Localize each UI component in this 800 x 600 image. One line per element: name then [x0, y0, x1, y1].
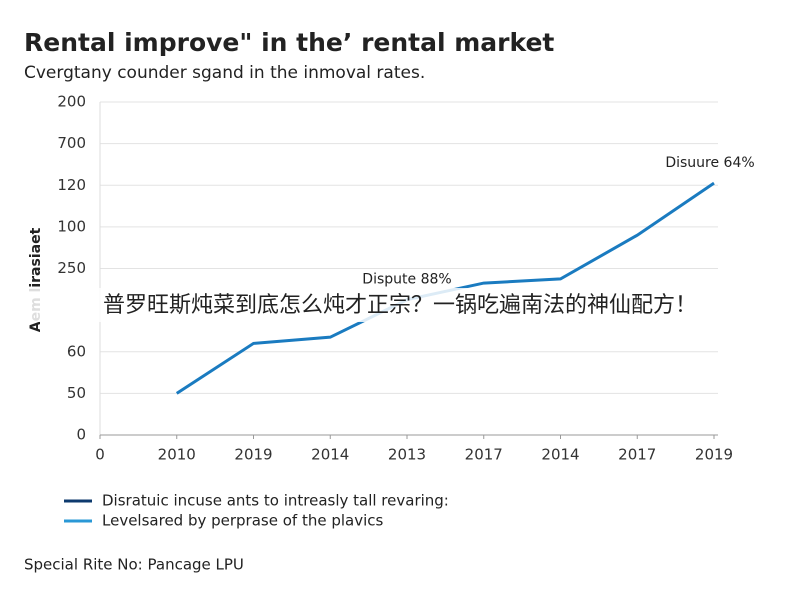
x-tick-label: 2010 [158, 446, 196, 464]
legend-label: Levelsared by perprase of the plavics [102, 512, 384, 530]
x-tick-label: 2014 [541, 446, 579, 464]
overlay-text: 普罗旺斯炖菜到底怎么炖才正宗？一锅吃遍南法的神仙配方！ [103, 293, 697, 318]
annotation: Disuure 64% [665, 155, 754, 171]
chart-title: Rental improve" in the’ rental market [24, 28, 554, 57]
legend-label: Disratuic incuse ants to intreasly tall … [102, 492, 449, 510]
y-tick-label: 700 [57, 134, 86, 152]
y-tick-label: 60 [67, 342, 86, 360]
footer: Special Rite No: Pancage LPU [24, 556, 244, 574]
y-tick-label: 120 [57, 176, 86, 194]
chart-subtitle: Cvergtany counder sgand in the inmoval r… [24, 63, 425, 83]
x-tick-label: 2017 [465, 446, 503, 464]
y-tick-label: 100 [57, 217, 86, 235]
x-tick-label: 2014 [311, 446, 349, 464]
x-tick-label: 2019 [695, 446, 733, 464]
y-tick-label: 50 [67, 384, 86, 402]
x-tick-label: 2019 [234, 446, 272, 464]
y-tick-label: 0 [76, 426, 86, 444]
y-tick-label: 200 [57, 93, 86, 111]
annotation: Dispute 88% [362, 272, 451, 288]
x-tick-label: 2017 [618, 446, 656, 464]
x-tick-label: 0 [95, 446, 105, 464]
x-tick-label: 2013 [388, 446, 426, 464]
overlay-band [0, 288, 800, 322]
y-tick-label: 250 [57, 259, 86, 277]
